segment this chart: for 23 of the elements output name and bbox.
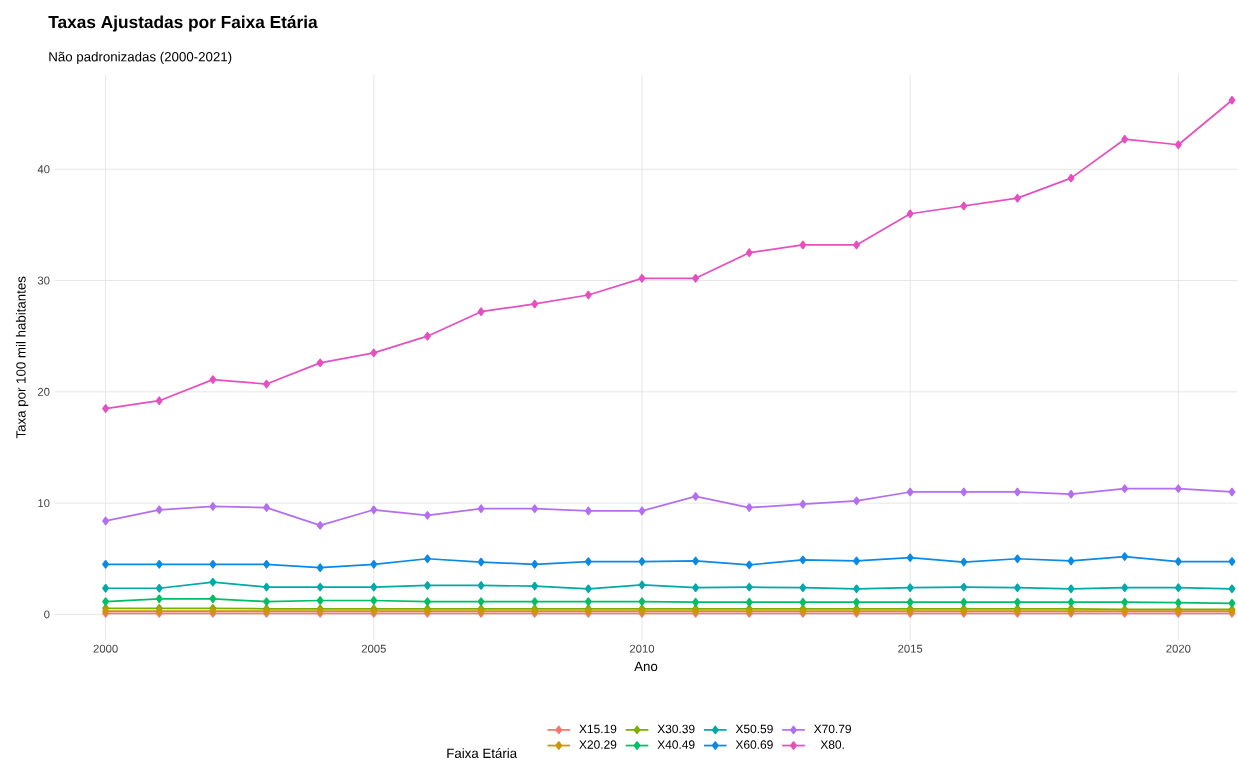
legend-label: X60.69 — [735, 740, 773, 749]
y-tick-label: 20 — [37, 387, 50, 396]
chart-title: Taxas Ajustadas por Faixa Etária — [48, 15, 318, 32]
legend-label: X80. — [820, 740, 844, 749]
x-axis-title: Ano — [634, 661, 658, 672]
legend-label: X50.59 — [735, 724, 773, 734]
chart-subtitle: Não padronizadas (2000-2021) — [49, 51, 232, 65]
x-tick-label: 2005 — [361, 644, 386, 653]
legend-label: X20.29 — [579, 740, 617, 749]
legend-label: X70.79 — [813, 724, 851, 734]
x-tick-label: 2000 — [93, 644, 118, 653]
x-tick-label: 2010 — [629, 644, 655, 653]
x-tick-label: 2020 — [1166, 644, 1191, 653]
legend-title: Faixa Etária — [447, 748, 518, 759]
y-tick-label: 0 — [44, 610, 50, 619]
y-tick-label: 40 — [37, 165, 50, 174]
y-tick-label: 10 — [38, 499, 50, 508]
y-axis-title: Taxa por 100 mil habitantes — [15, 276, 29, 439]
legend-label: X40.49 — [657, 740, 695, 749]
legend-label: X15.19 — [579, 724, 617, 734]
y-tick-label: 30 — [37, 276, 50, 285]
x-tick-label: 2015 — [898, 644, 923, 653]
legend-label: X30.39 — [657, 724, 695, 734]
